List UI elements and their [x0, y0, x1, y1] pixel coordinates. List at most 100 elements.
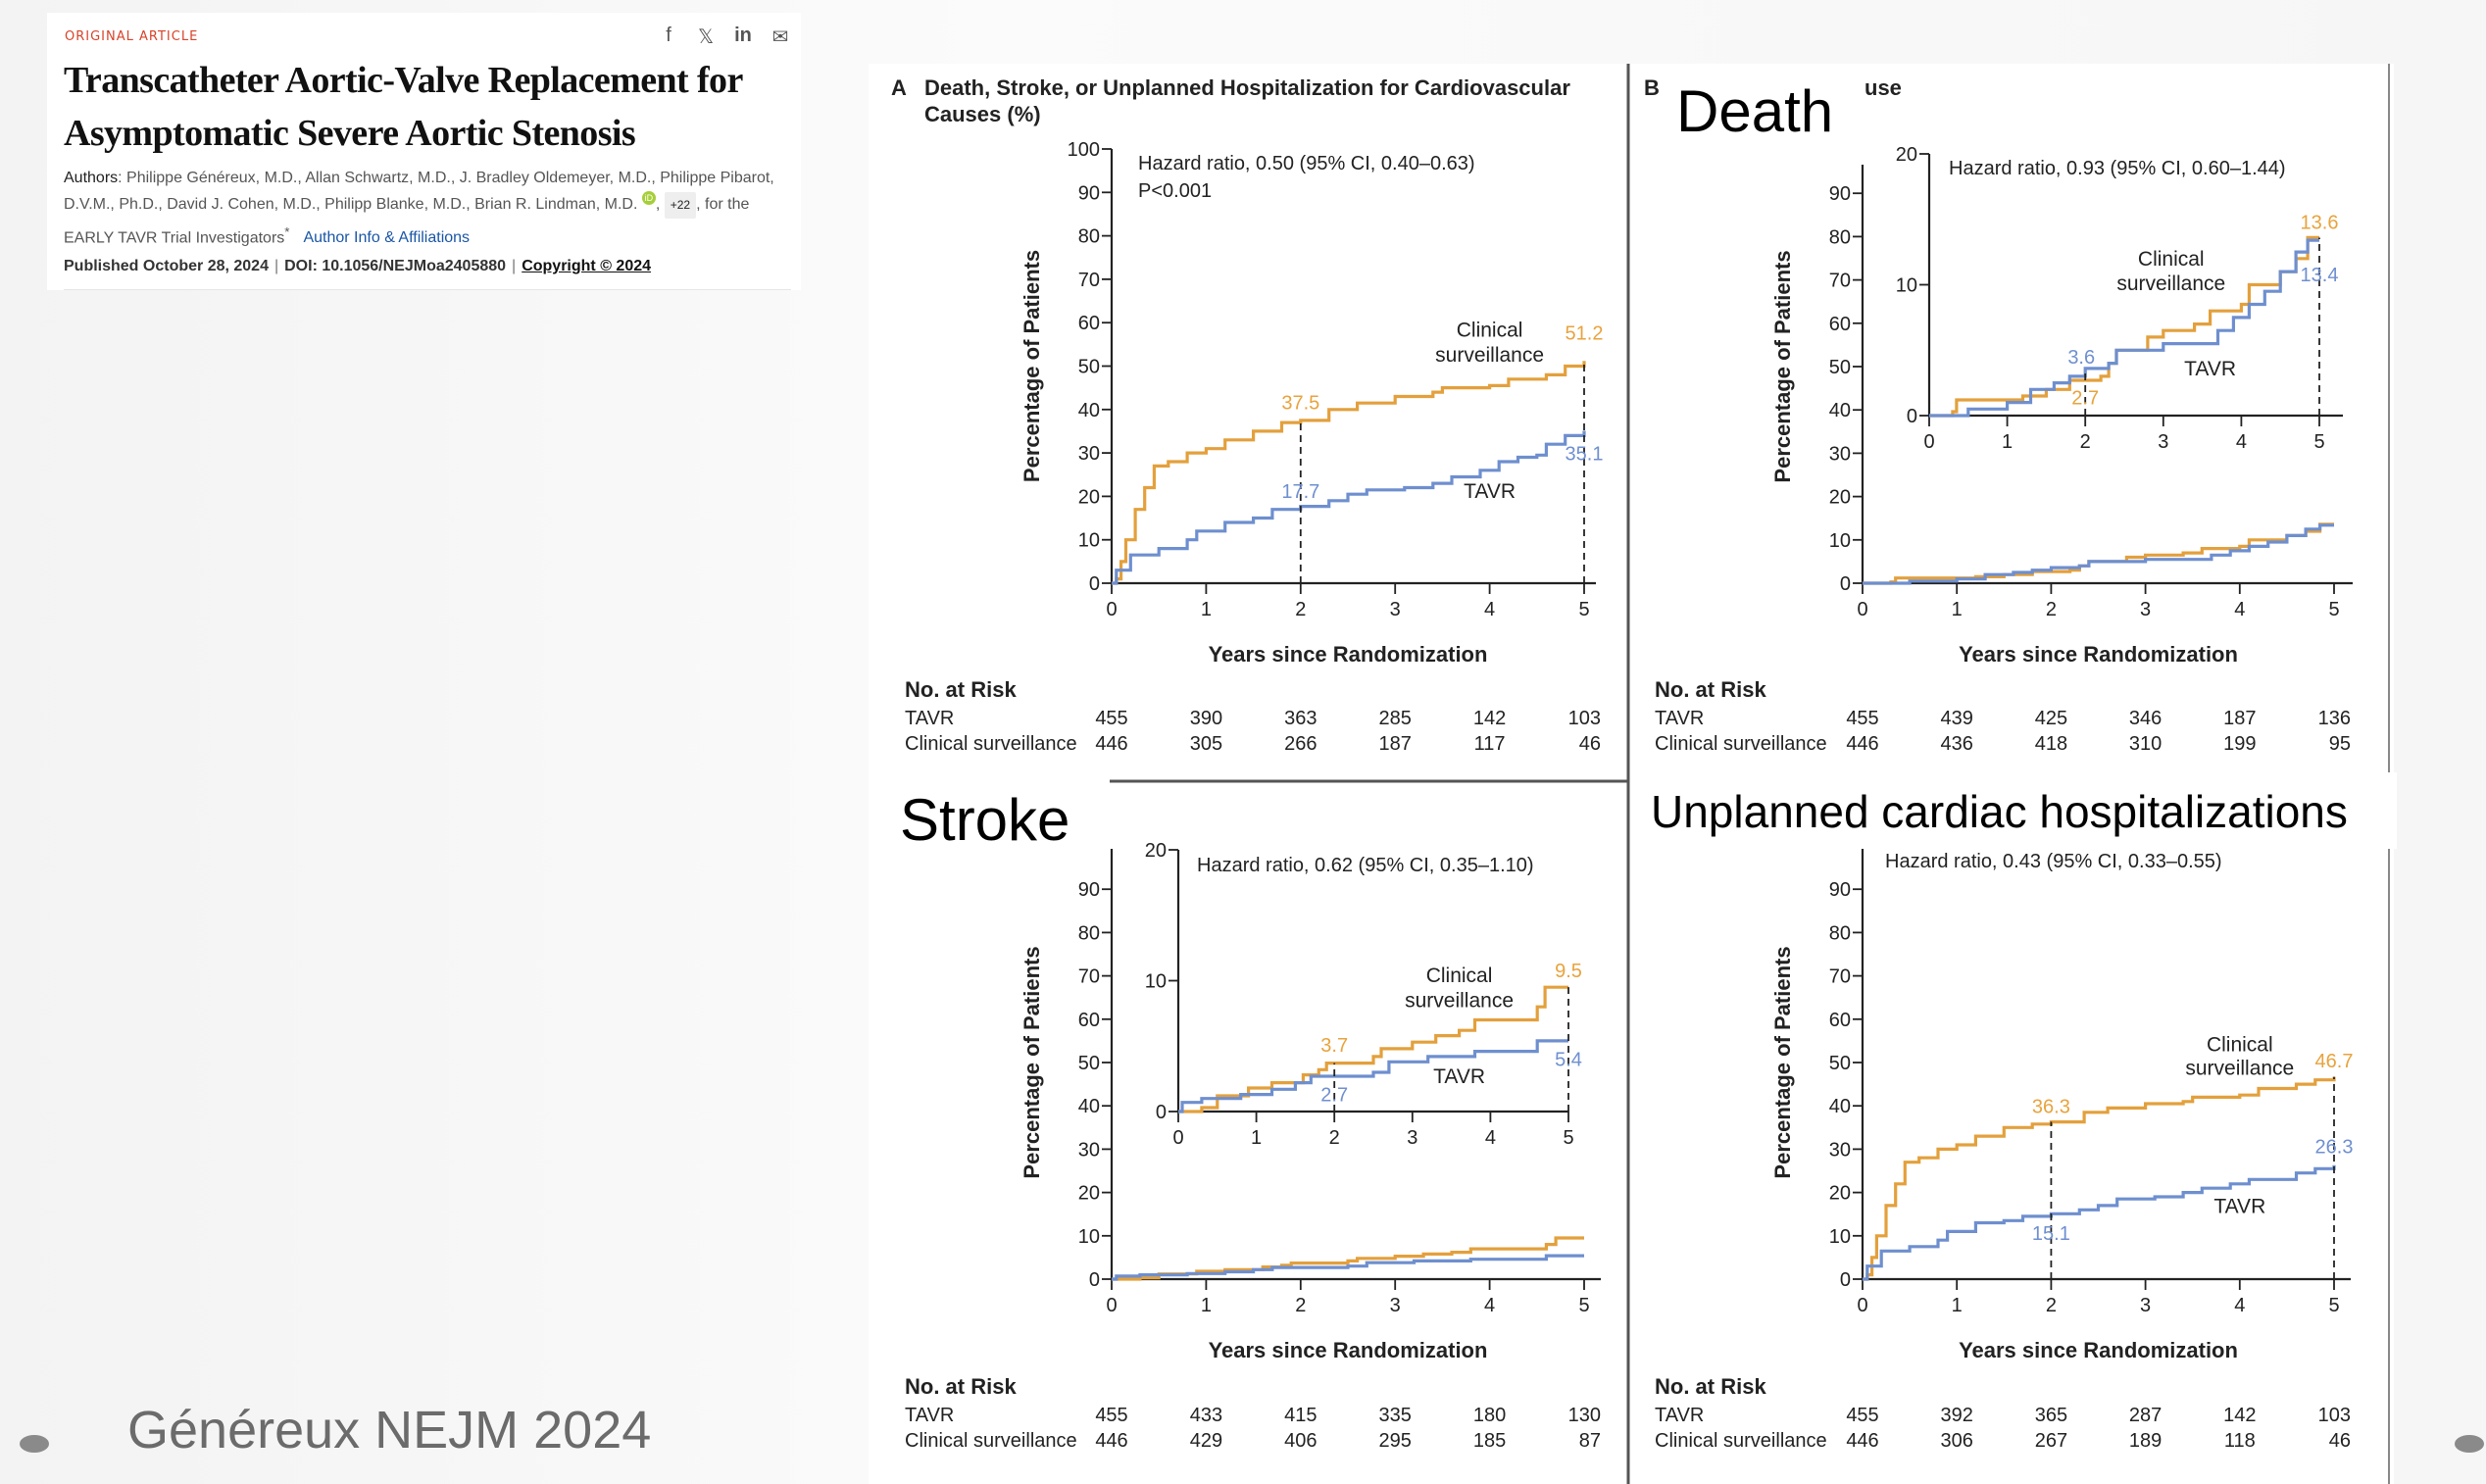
risk-value: 446 [1846, 733, 1878, 755]
x-tick-label: 1 [2002, 431, 2013, 453]
stats-text: Hazard ratio, 0.93 (95% CI, 0.60–1.44) [1949, 158, 2286, 179]
value-label: 2.7 [1320, 1085, 1348, 1107]
inset-series-line-clinical-surveillance [1929, 235, 2319, 418]
orcid-icon[interactable]: iD [641, 191, 656, 205]
value-label: 15.1 [2032, 1223, 2070, 1245]
series-label: Clinical [1426, 965, 1493, 987]
x-tick-label: 0 [1172, 1127, 1183, 1149]
risk-value: 189 [2129, 1430, 2162, 1452]
value-label: 46.7 [2315, 1051, 2354, 1072]
series-line-clinical-surveillance [1112, 361, 1586, 585]
y-tick-label: 90 [1078, 182, 1100, 204]
series-label: surveillance [1435, 344, 1544, 367]
y-tick-label: 50 [1829, 357, 1851, 378]
series-label: TAVR [1464, 480, 1516, 503]
risk-value: 455 [1095, 708, 1127, 729]
x-tick-label: 5 [1578, 599, 1589, 620]
x-axis-title: Years since Randomization [1959, 642, 2238, 667]
risk-value: 46 [1579, 733, 1601, 755]
series-label: Clinical [2207, 1033, 2273, 1056]
copyright-link[interactable]: Copyright © 2024 [522, 258, 652, 274]
x-tick-label: 4 [1484, 599, 1495, 620]
y-tick-label: 0 [1840, 1269, 1851, 1291]
y-axis-title: Percentage of Patients [1770, 250, 1795, 482]
risk-value: 392 [1941, 1405, 1973, 1426]
risk-value: 142 [1473, 708, 1506, 729]
authors-list: : Philippe Généreux, M.D., Allan Schwart… [64, 170, 774, 213]
heading-hosp-box [1631, 772, 2397, 849]
article-kicker: ORIGINAL ARTICLE [65, 29, 199, 44]
y-tick-label: 10 [1829, 530, 1851, 552]
x-tick-label: 2 [2046, 1295, 2057, 1316]
y-tick-label: 30 [1829, 443, 1851, 465]
y-tick-label: 80 [1078, 226, 1100, 248]
y-tick-label: 20 [1078, 1183, 1100, 1205]
panel-letter-a: A [891, 75, 907, 100]
risk-value: 95 [2329, 733, 2351, 755]
article-header: ORIGINAL ARTICLE f 𝕏 in ✉ Transcatheter … [47, 13, 801, 290]
divider [64, 289, 791, 290]
y-tick-label: 20 [1829, 1183, 1851, 1205]
value-label: 17.7 [1281, 481, 1319, 503]
x-axis-title: Years since Randomization [1959, 1338, 2238, 1362]
y-tick-label: 80 [1078, 922, 1100, 944]
x-icon[interactable]: 𝕏 [697, 26, 715, 48]
facebook-icon[interactable]: f [666, 25, 671, 46]
article-title: Transcatheter Aortic-Valve Replacement f… [64, 54, 809, 160]
risk-value: 142 [2223, 1405, 2256, 1426]
y-tick-label: 0 [1156, 1102, 1167, 1123]
series-label: surveillance [2185, 1058, 2294, 1080]
x-tick-label: 3 [1390, 1295, 1401, 1316]
risk-value: 306 [1941, 1430, 1973, 1452]
series-label: TAVR [2213, 1196, 2265, 1218]
panel-a-title: Causes (%) [924, 102, 1041, 126]
y-tick-label: 40 [1829, 1096, 1851, 1117]
slide-nav-prev[interactable] [20, 1435, 49, 1453]
risk-value: 136 [2318, 708, 2351, 729]
x-tick-label: 1 [1952, 1295, 1963, 1316]
risk-table-title: No. at Risk [1655, 1374, 1766, 1399]
y-tick-label: 70 [1078, 966, 1100, 988]
risk-value: 433 [1190, 1405, 1222, 1426]
series-line-clinical-surveillance [1863, 1076, 2336, 1281]
series-label: surveillance [2116, 272, 2225, 295]
inset-series-line-clinical-surveillance [1178, 985, 1568, 1113]
footnote-mark: * [284, 224, 290, 239]
heading-hosp: Unplanned cardiac hospitalizations [1651, 786, 2348, 837]
x-tick-label: 3 [2158, 431, 2168, 453]
y-tick-label: 70 [1078, 270, 1100, 291]
value-label: 9.5 [1555, 961, 1582, 982]
risk-value: 187 [2223, 708, 2256, 729]
x-tick-label: 5 [2328, 599, 2339, 620]
inset-series-line-tavr [1178, 1039, 1568, 1113]
heading-stroke: Stroke [900, 787, 1069, 853]
y-tick-label: 90 [1829, 879, 1851, 901]
inset-series-line-tavr [1929, 238, 2319, 418]
risk-value: 446 [1095, 1430, 1127, 1452]
risk-value: 418 [2035, 733, 2067, 755]
email-icon[interactable]: ✉ [771, 26, 789, 48]
value-label: 26.3 [2315, 1136, 2354, 1158]
risk-value: 455 [1095, 1405, 1127, 1426]
x-tick-label: 0 [1857, 599, 1867, 620]
risk-value: 425 [2035, 708, 2067, 729]
y-axis-title: Percentage of Patients [1770, 946, 1795, 1178]
x-tick-label: 2 [2080, 431, 2091, 453]
slide-nav-next[interactable] [2455, 1435, 2484, 1453]
risk-value: 87 [1579, 1430, 1601, 1452]
more-authors-button[interactable]: +22 [664, 192, 697, 219]
x-tick-label: 4 [2236, 431, 2247, 453]
risk-value: 103 [2318, 1405, 2351, 1426]
author-info-link[interactable]: Author Info & Affiliations [303, 229, 471, 247]
risk-value: 439 [1941, 708, 1973, 729]
series-line-tavr [1863, 523, 2334, 585]
x-tick-label: 0 [1923, 431, 1934, 453]
risk-value: 117 [1474, 733, 1506, 755]
doi[interactable]: DOI: 10.1056/NEJMoa2405880 [284, 258, 507, 274]
linkedin-icon[interactable]: in [734, 25, 752, 46]
chart-a: 0 10 20 30 40 50 60 70 80 90 100 0 1 2 3 4 5 Percentage o… [905, 139, 1603, 755]
y-tick-label: 40 [1078, 1096, 1100, 1117]
chart-d: 0 10 20 30 40 50 60 70 80 90 0 1 2 3 4 5 Percentage of P… [1655, 849, 2353, 1452]
